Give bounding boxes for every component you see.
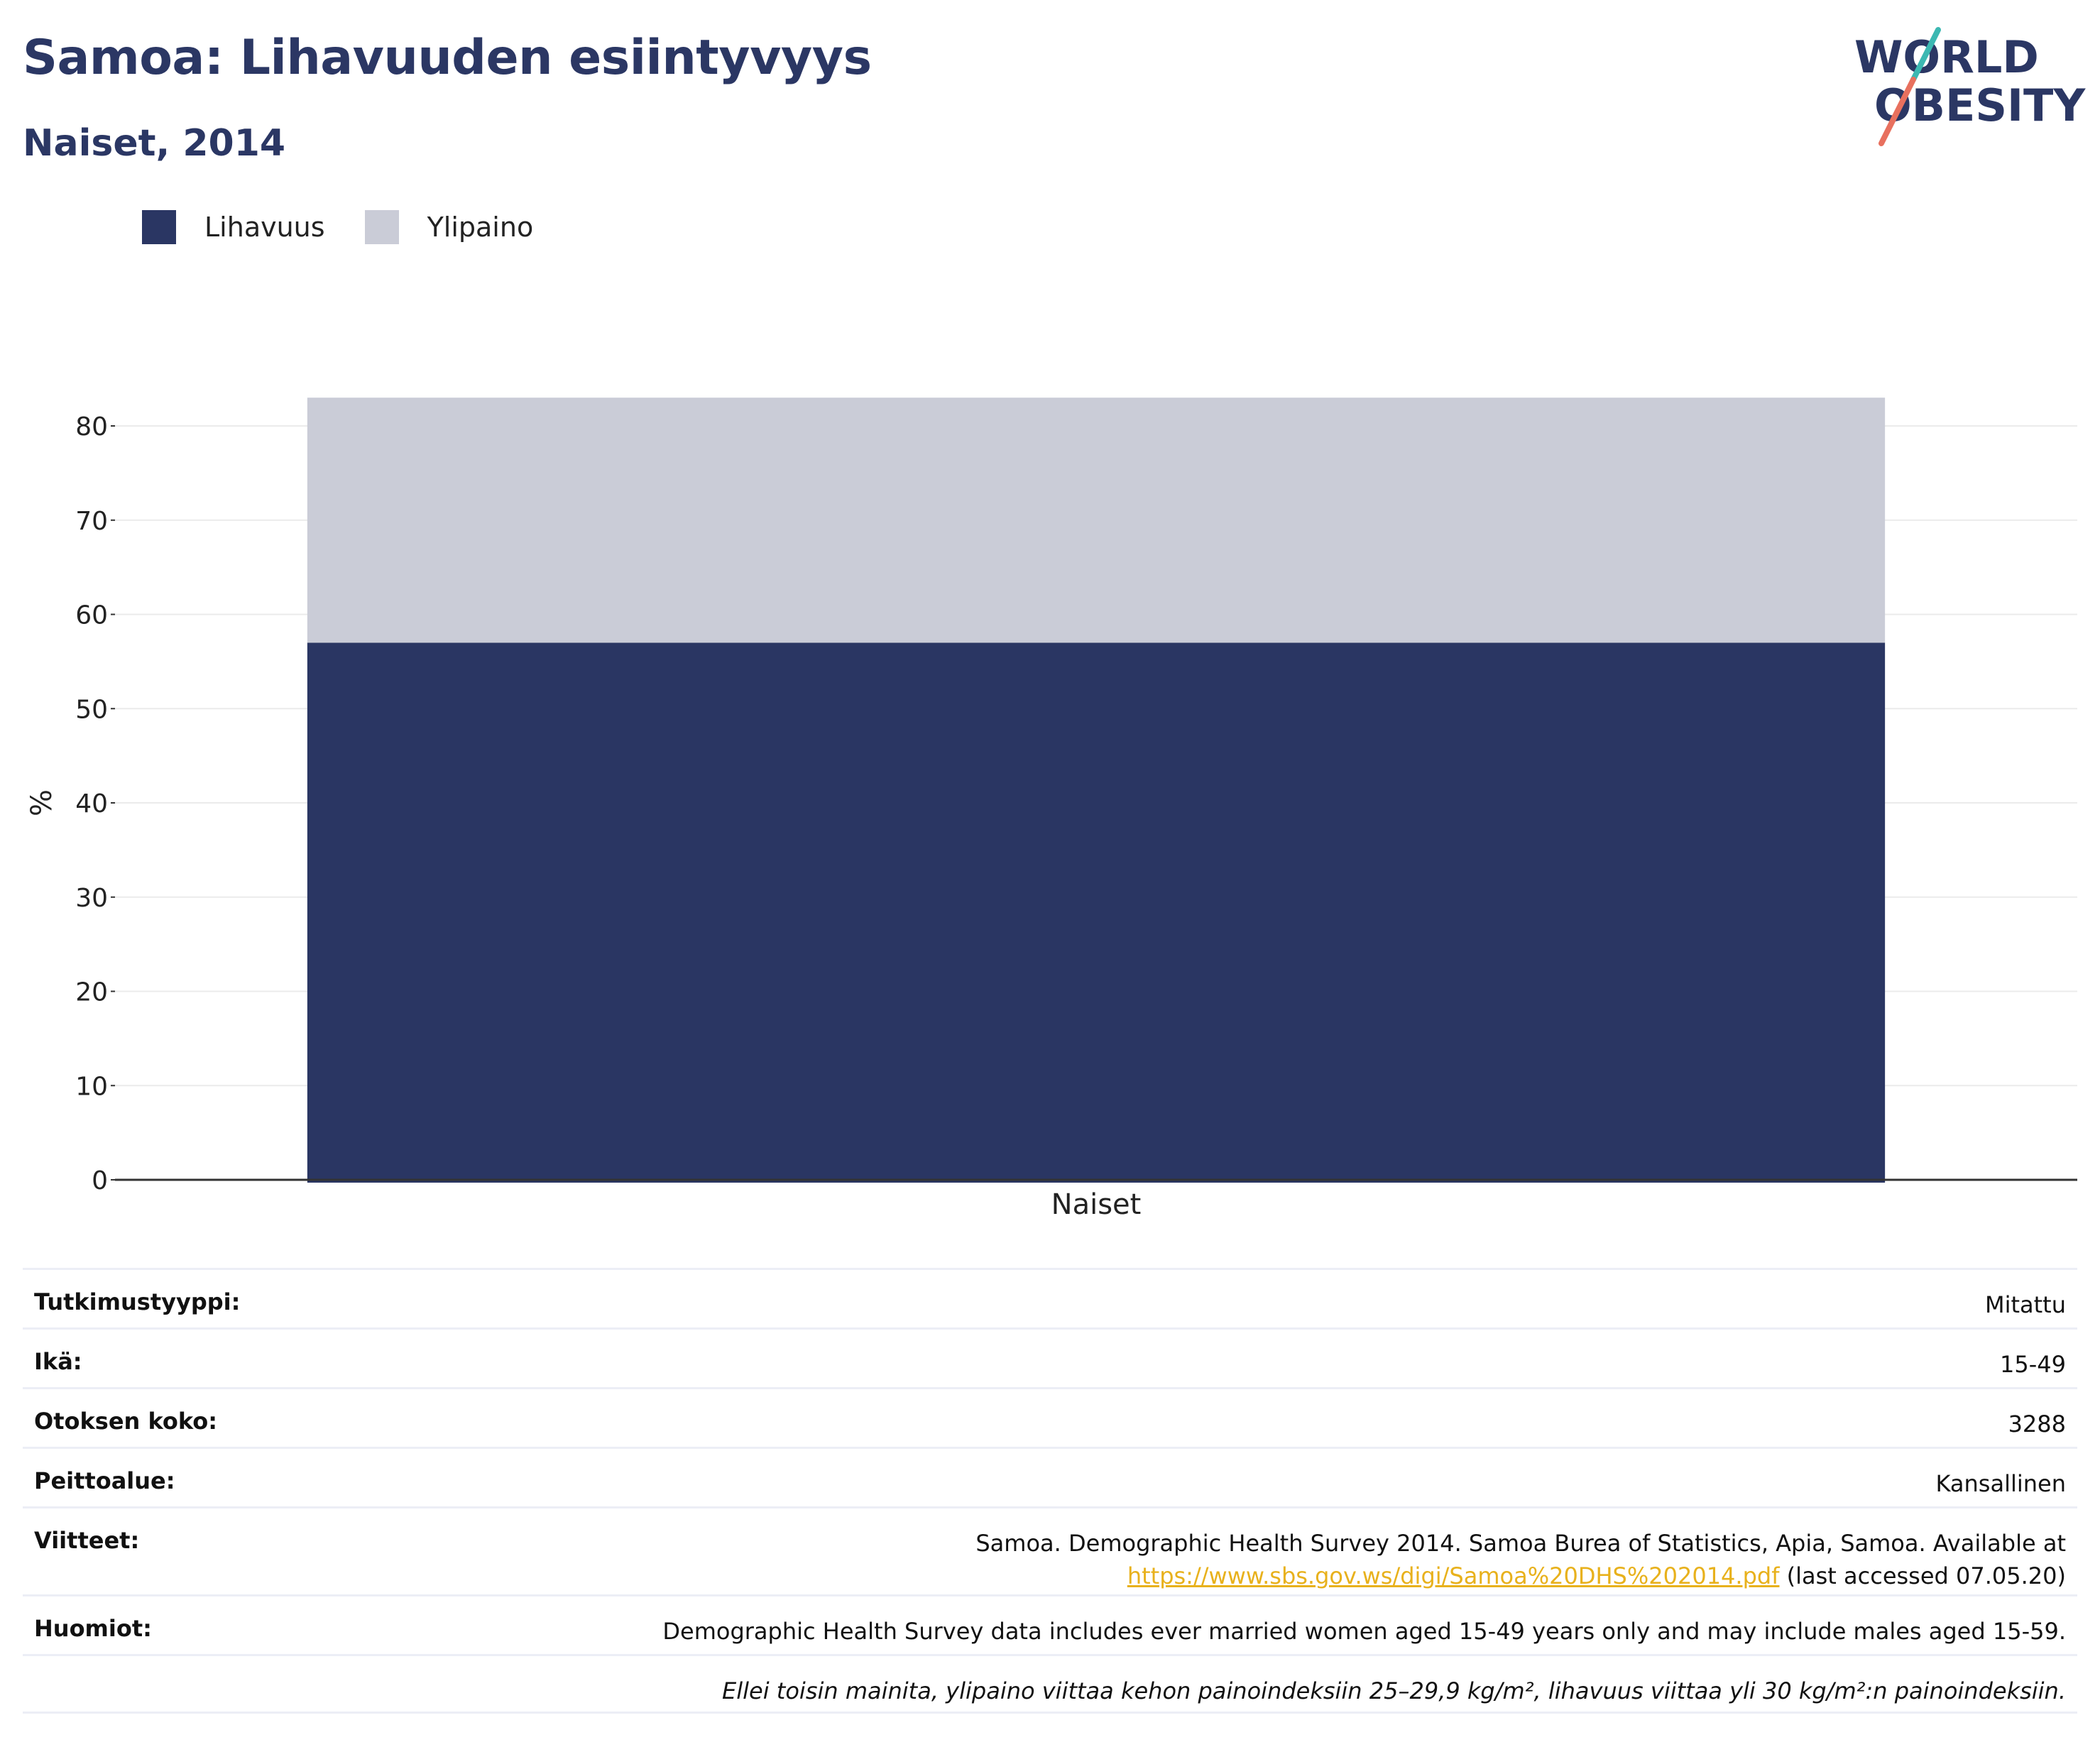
info-row-study-type: Tutkimustyyppi: Mitattu (23, 1268, 2077, 1327)
info-row-sample-size: Otoksen koko: 3288 (23, 1387, 2077, 1447)
y-tick-label-40: 40 (75, 789, 108, 818)
coverage-value: Kansallinen (1935, 1470, 2066, 1497)
notes-value: Demographic Health Survey data includes … (662, 1618, 2066, 1645)
legend-item-ylipaino[interactable]: Ylipaino (364, 210, 534, 244)
info-row-age: Ikä: 15-49 (23, 1327, 2077, 1387)
y-axis-label: % (26, 789, 58, 816)
y-tick-label-50: 50 (75, 695, 108, 724)
y-tick-label-60: 60 (75, 601, 108, 630)
sample-size-value: 3288 (2008, 1411, 2066, 1437)
legend-swatch-ylipaino (364, 210, 399, 244)
study-type-label: Tutkimustyyppi: (34, 1288, 241, 1315)
references-link[interactable]: https://www.sbs.gov.ws/digi/Samoa%20DHS%… (1127, 1562, 1780, 1589)
references-label: Viitteet: (34, 1527, 140, 1554)
y-tick-label-10: 10 (75, 1072, 108, 1101)
chart-legend: Lihavuus Ylipaino (142, 210, 573, 244)
info-row-coverage: Peittoalue: Kansallinen (23, 1447, 2077, 1506)
logo-slash-coral (1878, 77, 1916, 146)
references-suffix: (last accessed 07.05.20) (1779, 1562, 2066, 1589)
y-tick-label-30: 30 (75, 884, 108, 913)
logo-word-world: WORLD (1854, 31, 2039, 83)
info-table: Tutkimustyyppi: Mitattu Ikä: 15-49 Otoks… (23, 1268, 2077, 1714)
x-tick-label-naiset: Naiset (1051, 1188, 1142, 1221)
coverage-label: Peittoalue: (34, 1467, 175, 1494)
study-type-value: Mitattu (1984, 1291, 2066, 1318)
bar-lihavuus-naiset (307, 642, 1886, 1183)
age-value: 15-49 (2000, 1351, 2066, 1378)
age-label: Ikä: (34, 1348, 82, 1375)
legend-label-ylipaino: Ylipaino (427, 212, 534, 243)
info-row-references: Viitteet: Samoa. Demographic Health Surv… (23, 1506, 2077, 1594)
sample-size-label: Otoksen koko: (34, 1408, 218, 1435)
legend-label-lihavuus: Lihavuus (204, 212, 325, 243)
world-obesity-logo: WORLD OBESITY (1854, 27, 2086, 146)
legend-swatch-lihavuus (142, 210, 176, 244)
logo-slash-teal (1910, 27, 1941, 82)
bar-chart: 0 10 20 30 40 50 60 70 80% Naiset (26, 398, 2077, 1221)
references-value: Samoa. Demographic Health Survey 2014. S… (975, 1527, 2066, 1594)
y-tick-label-0: 0 (92, 1166, 108, 1195)
definition-note: Ellei toisin mainita, ylipaino viittaa k… (722, 1677, 2066, 1704)
chart-title: Samoa: Lihavuuden esiintyvyys (23, 30, 872, 86)
legend-item-lihavuus[interactable]: Lihavuus (142, 210, 325, 244)
notes-label: Huomiot: (34, 1615, 152, 1642)
references-text: Samoa. Demographic Health Survey 2014. S… (975, 1530, 2066, 1557)
info-row-definition: Ellei toisin mainita, ylipaino viittaa k… (23, 1654, 2077, 1714)
bar-ylipaino-naiset (307, 398, 1886, 643)
y-tick-label-80: 80 (75, 412, 108, 442)
y-tick-label-70: 70 (75, 507, 108, 536)
chart-subtitle: Naiset, 2014 (23, 122, 286, 165)
y-tick-label-20: 20 (75, 978, 108, 1007)
info-row-notes: Huomiot: Demographic Health Survey data … (23, 1594, 2077, 1654)
